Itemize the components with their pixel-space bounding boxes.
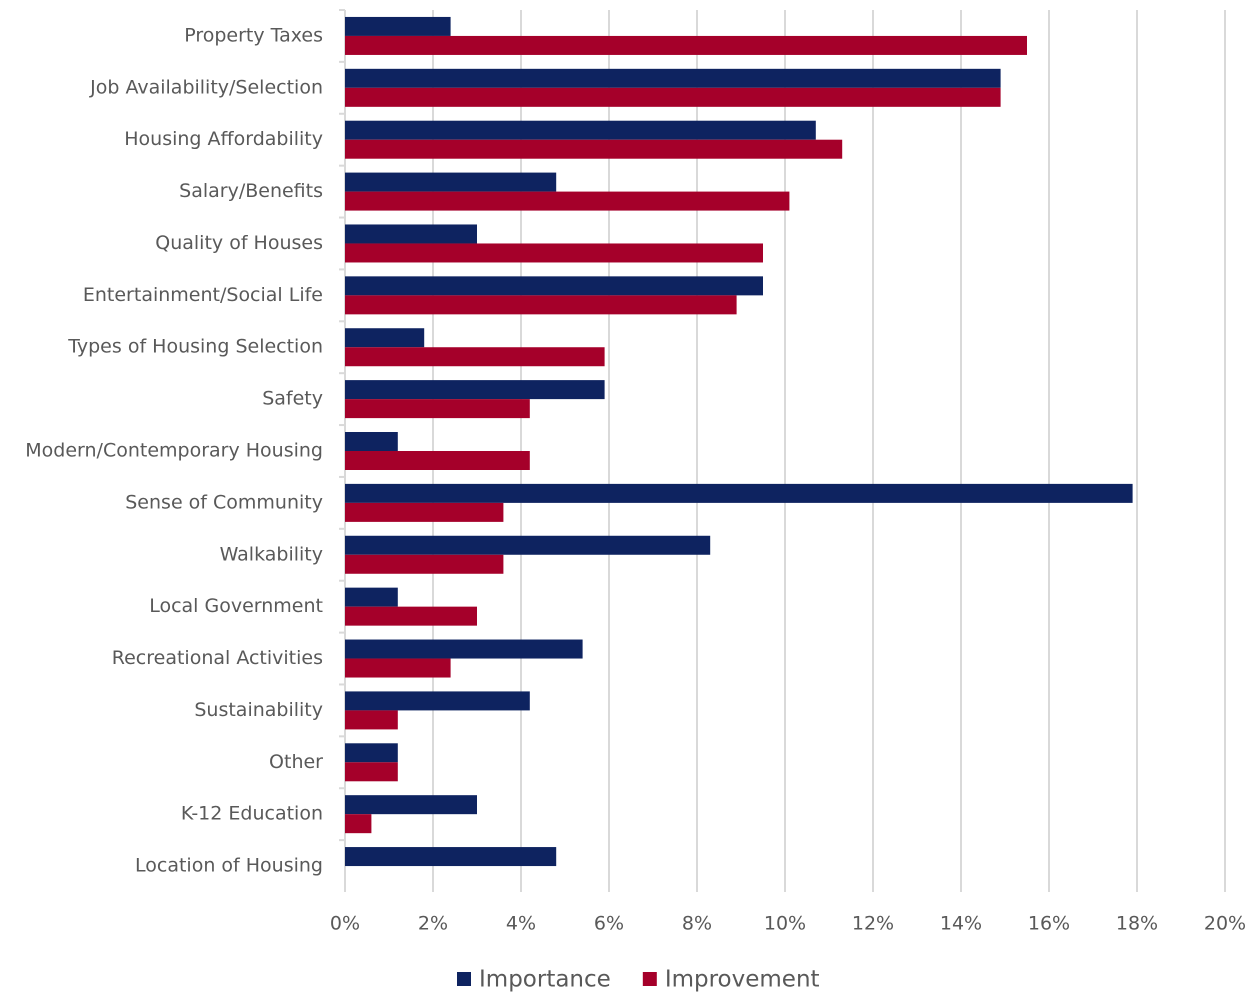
bar [345, 606, 477, 626]
bar [345, 535, 711, 555]
x-tick-label: 6% [594, 913, 624, 935]
x-tick-label: 2% [418, 913, 448, 935]
y-tick-label: Sense of Community [125, 491, 323, 513]
bar [345, 172, 557, 192]
bar [345, 432, 398, 451]
legend-swatch [642, 972, 657, 986]
bar [345, 243, 763, 263]
bar [345, 691, 530, 711]
y-tick-label: Salary/Benefits [179, 180, 323, 202]
bar [345, 328, 425, 348]
y-tick-label: Walkability [220, 543, 323, 565]
bar [345, 87, 1001, 107]
x-tick-label: 14% [940, 913, 982, 935]
y-tick-label: Local Government [149, 595, 323, 617]
bar [345, 35, 1027, 55]
y-tick-label: Entertainment/Social Life [83, 284, 323, 306]
x-tick-label: 18% [1116, 913, 1158, 935]
bar [345, 347, 605, 367]
bar [345, 16, 451, 36]
y-tick-label: Sustainability [194, 699, 323, 721]
y-tick-label: Recreational Activities [112, 647, 323, 669]
bar [345, 554, 504, 574]
bar [345, 639, 583, 659]
y-tick-label: Location of Housing [135, 855, 323, 877]
bar [345, 710, 398, 730]
bar [345, 587, 398, 607]
x-tick-label: 0% [330, 913, 360, 935]
bar [345, 68, 1001, 88]
x-tick-label: 12% [852, 913, 894, 935]
x-tick-label: 20% [1204, 913, 1246, 935]
x-tick-label: 4% [506, 913, 536, 935]
legend-label: Importance [479, 967, 611, 993]
y-tick-label: Modern/Contemporary Housing [25, 440, 323, 462]
x-tick-label: 16% [1028, 913, 1070, 935]
legend-swatch [457, 972, 471, 986]
y-tick-label: K-12 Education [181, 803, 323, 825]
bar [345, 295, 737, 315]
bar [345, 120, 816, 140]
bar [345, 451, 530, 470]
bar [345, 191, 790, 211]
y-tick-label: Safety [262, 388, 323, 410]
bar [345, 814, 372, 834]
bar [345, 743, 398, 763]
bar [345, 380, 605, 400]
y-tick-label: Property Taxes [184, 24, 323, 46]
y-tick-label: Housing Affordability [124, 128, 323, 150]
y-tick-label: Other [269, 751, 323, 773]
bar [345, 762, 398, 782]
bar [345, 399, 530, 419]
bar [345, 847, 557, 867]
y-tick-label: Quality of Houses [155, 232, 323, 254]
y-tick-label: Job Availability/Selection [89, 76, 323, 98]
bar [345, 795, 477, 815]
legend-label: Improvement [665, 967, 820, 993]
y-tick-label: Types of Housing Selection [67, 336, 323, 358]
bar [345, 658, 451, 678]
bar [345, 276, 763, 296]
bar [345, 502, 504, 522]
x-tick-label: 10% [764, 913, 806, 935]
bar [345, 483, 1133, 503]
bar [345, 224, 477, 244]
x-tick-label: 8% [682, 913, 712, 935]
bar [345, 139, 843, 159]
